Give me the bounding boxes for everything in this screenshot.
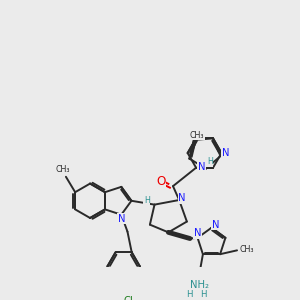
Text: N: N (212, 220, 219, 230)
Text: N: N (178, 194, 186, 203)
Text: N: N (118, 214, 125, 224)
Text: H: H (187, 290, 193, 299)
Text: N: N (222, 148, 229, 158)
Text: N: N (194, 228, 201, 238)
Text: H: H (144, 196, 150, 205)
Text: H: H (207, 157, 213, 166)
Text: H: H (200, 290, 207, 299)
Text: NH₂: NH₂ (190, 280, 208, 290)
Text: CH₃: CH₃ (56, 165, 70, 174)
Text: Cl: Cl (124, 296, 134, 300)
Text: CH₃: CH₃ (239, 245, 254, 254)
Text: CH₃: CH₃ (190, 131, 204, 140)
Text: N: N (198, 162, 205, 172)
Text: O: O (156, 175, 165, 188)
